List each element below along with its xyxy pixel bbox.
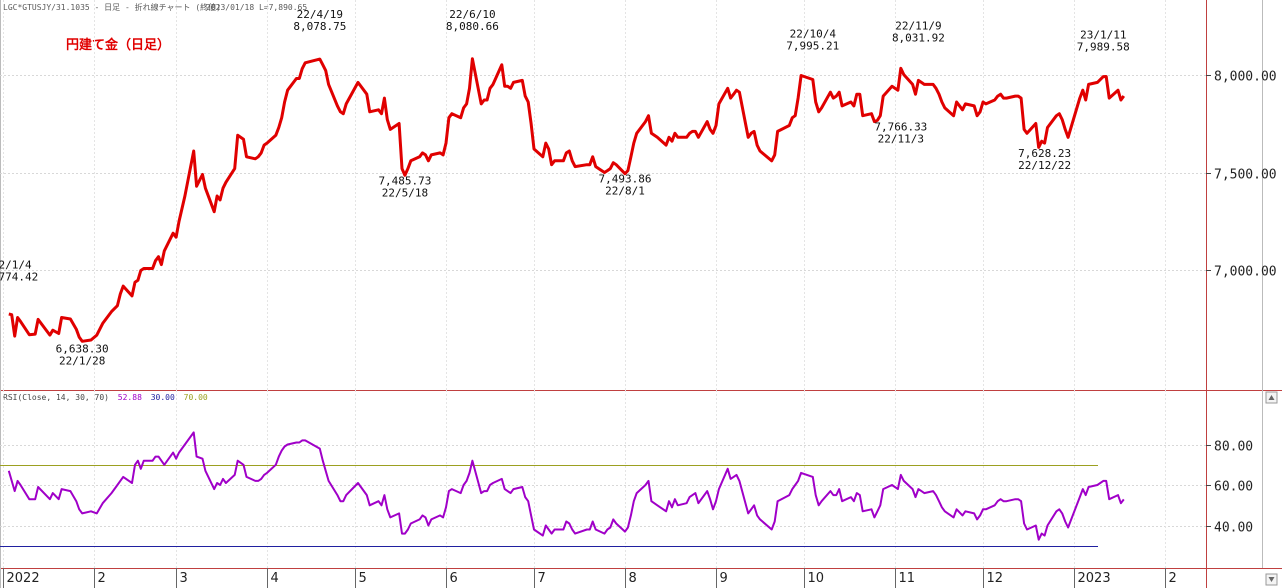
annotation-line: 22/11/9 bbox=[895, 20, 941, 33]
annotation-line: 22/11/3 bbox=[878, 132, 924, 145]
price-series bbox=[8, 57, 1126, 343]
gridlines bbox=[0, 0, 1211, 588]
rsi-line bbox=[7, 431, 1125, 541]
annotation-line: 22/4/19 bbox=[297, 8, 343, 21]
x-tick-label: 11 bbox=[899, 571, 916, 586]
annotation-label: 7,628.23 22/12/22 bbox=[1018, 147, 1071, 172]
price-annotation: 6,638.30 22/1/28 bbox=[56, 343, 109, 368]
x-tick-label: 6 bbox=[450, 571, 458, 586]
price-y-tick-label: 7,500.00 bbox=[1214, 168, 1277, 183]
x-tick-label: 2022 bbox=[7, 571, 40, 586]
annotation-label: 6,638.30 22/1/28 bbox=[56, 343, 109, 368]
rsi-label: RSI(Close, 14, 30, 70) bbox=[3, 393, 109, 402]
x-tick-label: 8 bbox=[629, 571, 637, 586]
annotation-line: 23/1/11 bbox=[1080, 28, 1126, 41]
annotation-label: 22/1/46,774.42 bbox=[0, 259, 38, 284]
rsi-y-tick-label: 40.00 bbox=[1214, 521, 1253, 536]
annotation-line: 22/12/22 bbox=[1018, 159, 1071, 172]
annotation-label: 23/1/11 7,989.58 bbox=[1077, 28, 1130, 53]
price-annotation: 22/4/19 8,078.75 bbox=[293, 8, 346, 33]
price-annotation: 22/11/9 8,031.92 bbox=[892, 20, 945, 45]
price-annotation: 7,766.33 22/11/3 bbox=[874, 120, 927, 145]
annotation-line: 22/1/4 bbox=[0, 259, 32, 272]
price-line bbox=[8, 57, 1126, 343]
annotation-line: 22/6/10 bbox=[449, 8, 495, 21]
annotation-line: 8,031.92 bbox=[892, 32, 945, 45]
annotation-line: 8,078.75 bbox=[293, 20, 346, 33]
price-y-tick-label: 7,000.00 bbox=[1214, 265, 1277, 280]
rsi-y-tick-label: 60.00 bbox=[1214, 480, 1253, 495]
annotation-line: 7,989.58 bbox=[1077, 40, 1130, 53]
annotation-line: 7,493.86 bbox=[599, 172, 652, 185]
annotation-line: 22/8/1 bbox=[605, 184, 645, 197]
x-tick-label: 12 bbox=[987, 571, 1004, 586]
annotation-label: 22/6/10 8,080.66 bbox=[446, 8, 499, 33]
annotation-line: 22/10/4 bbox=[790, 27, 837, 40]
rsi-low: 30.00 bbox=[151, 393, 175, 402]
annotation-line: 22/5/18 bbox=[382, 186, 428, 199]
price-annotation: 22/10/4 7,995.21 bbox=[786, 27, 839, 52]
rsi-header: RSI(Close, 14, 30, 70) 52.88 30.00 70.00 bbox=[3, 393, 208, 402]
price-annotation: 7,493.86 22/8/1 bbox=[599, 172, 652, 197]
x-tick-label: 2 bbox=[1169, 571, 1177, 586]
date-info-text: 2023/01/18 L=7,890.65 bbox=[206, 3, 307, 12]
price-annotation: 22/1/46,774.42 bbox=[0, 259, 38, 284]
rsi-series bbox=[7, 431, 1125, 541]
annotation-line: 7,766.33 bbox=[874, 120, 927, 133]
annotation-label: 22/10/4 7,995.21 bbox=[786, 27, 839, 52]
annotation-line: 6,774.42 bbox=[0, 271, 38, 284]
scroll-up-button[interactable] bbox=[1265, 391, 1278, 404]
price-y-tick-label: 8,000.00 bbox=[1214, 70, 1277, 85]
x-tick-label: 2 bbox=[98, 571, 106, 586]
annotation-line: 22/1/28 bbox=[59, 355, 105, 368]
rsi-high: 70.00 bbox=[184, 393, 208, 402]
chart-title: 円建て金（日足） bbox=[66, 37, 170, 53]
annotation-line: 7,995.21 bbox=[786, 39, 839, 52]
x-tick-label: 9 bbox=[720, 571, 728, 586]
x-tick-label: 2023 bbox=[1078, 571, 1111, 586]
annotation-label: 7,493.86 22/8/1 bbox=[599, 172, 652, 197]
x-tick-label: 4 bbox=[271, 571, 279, 586]
annotation-line: 6,638.30 bbox=[56, 343, 109, 356]
annotation-line: 7,628.23 bbox=[1018, 147, 1071, 160]
rsi-y-tick-label: 80.00 bbox=[1214, 440, 1253, 455]
annotation-label: 7,766.33 22/11/3 bbox=[874, 120, 927, 145]
price-annotation: 22/6/10 8,080.66 bbox=[446, 8, 499, 33]
symbol-info-text: LGC*GTUSJY/31.1035 - 日足 - 折れ線チャート (終値) bbox=[3, 2, 221, 12]
price-annotation: 7,485.73 22/5/18 bbox=[378, 174, 431, 199]
annotation-label: 22/11/9 8,031.92 bbox=[892, 20, 945, 45]
annotation-line: 7,485.73 bbox=[378, 174, 431, 187]
rsi-value: 52.88 bbox=[118, 393, 142, 402]
price-annotation: 23/1/11 7,989.58 bbox=[1077, 28, 1130, 53]
price-annotation: 7,628.23 22/12/22 bbox=[1018, 147, 1071, 172]
x-tick-label: 7 bbox=[538, 571, 546, 586]
annotation-label: 22/4/19 8,078.75 bbox=[293, 8, 346, 33]
scroll-down-button[interactable] bbox=[1265, 573, 1278, 586]
y-tick-labels: 8,000.00 7,500.00 7,000.00 80.00 60.00 40.00 bbox=[1214, 70, 1277, 536]
annotation-line: 8,080.66 bbox=[446, 20, 499, 33]
x-tick-label: 3 bbox=[180, 571, 188, 586]
x-tick-label: 10 bbox=[808, 571, 825, 586]
x-tick-label: 5 bbox=[359, 571, 367, 586]
x-tick-labels: 2022 2 3 4 5 6 7 8 9 10 11 12 2023 2 bbox=[7, 571, 1177, 586]
annotation-label: 7,485.73 22/5/18 bbox=[378, 174, 431, 199]
